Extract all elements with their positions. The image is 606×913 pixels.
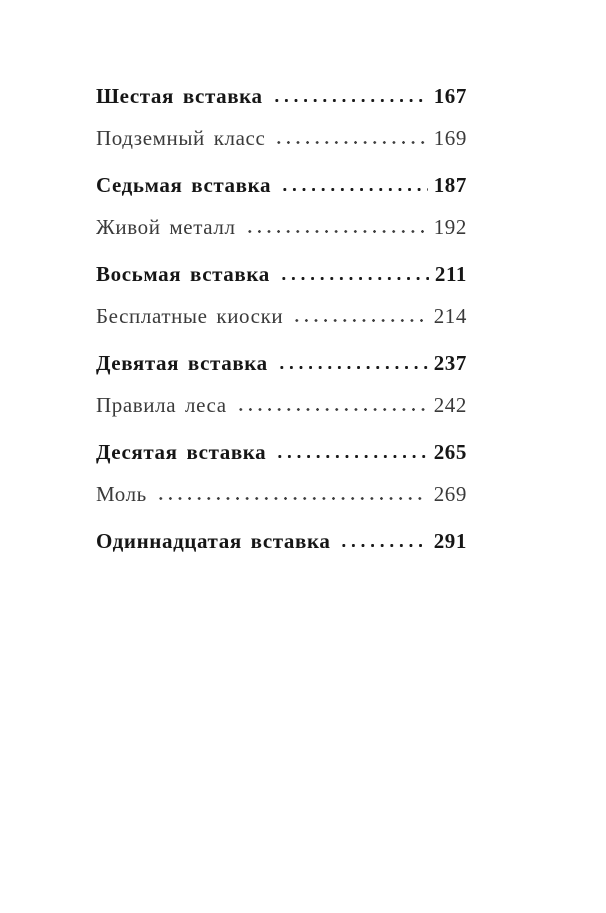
toc-entry[interactable]: Моль 269 (96, 484, 467, 505)
toc-entry-page-number: 242 (433, 393, 467, 417)
toc-entry[interactable]: Правила леса 242 (96, 395, 467, 416)
toc-entry-label: Восьмая вставка (96, 262, 270, 286)
toc-entry-page-number: 187 (433, 173, 467, 197)
dot-leader (278, 276, 429, 281)
toc-entry[interactable]: Девятая вставка 237 (96, 353, 467, 374)
toc-entry-label: Правила леса (96, 393, 227, 417)
toc-entry-page-number: 167 (433, 84, 467, 108)
dot-leader (244, 229, 428, 234)
table-of-contents: Шестая вставка 167 Подземный класс 169 С… (96, 86, 467, 552)
dot-leader (271, 98, 428, 103)
toc-entry-label: Десятая вставка (96, 440, 267, 464)
toc-entry-label: Подземный класс (96, 126, 266, 150)
dot-leader (292, 318, 428, 323)
dot-leader (274, 140, 428, 145)
toc-entry[interactable]: Подземный класс 169 (96, 128, 467, 149)
toc-entry-label: Шестая вставка (96, 84, 263, 108)
dot-leader (280, 187, 428, 192)
toc-entry[interactable]: Десятая вставка 265 (96, 442, 467, 463)
toc-entry[interactable]: Бесплатные киоски 214 (96, 306, 467, 327)
dot-leader (276, 365, 428, 370)
dot-leader (155, 496, 428, 501)
toc-entry-page-number: 169 (433, 126, 467, 150)
toc-entry-page-number: 192 (433, 215, 467, 239)
toc-entry-label: Седьмая вставка (96, 173, 272, 197)
toc-entry-page-number: 291 (433, 529, 467, 553)
toc-entry[interactable]: Одиннадцатая вставка 291 (96, 531, 467, 552)
toc-entry-label: Одиннадцатая вставка (96, 529, 331, 553)
toc-entry-label: Живой металл (96, 215, 236, 239)
toc-entry-label: Девятая вставка (96, 351, 268, 375)
toc-entry-page-number: 269 (433, 482, 467, 506)
dot-leader (235, 407, 428, 412)
toc-entry[interactable]: Шестая вставка 167 (96, 86, 467, 107)
dot-leader (275, 454, 428, 459)
toc-entry-label: Бесплатные киоски (96, 304, 284, 328)
dot-leader (339, 543, 428, 548)
toc-entry-page-number: 237 (433, 351, 467, 375)
toc-entry[interactable]: Живой металл 192 (96, 217, 467, 238)
toc-entry-page-number: 265 (433, 440, 467, 464)
toc-entry-page-number: 214 (433, 304, 467, 328)
toc-entry-page-number: 211 (434, 262, 467, 286)
toc-entry[interactable]: Седьмая вставка 187 (96, 175, 467, 196)
toc-entry-label: Моль (96, 482, 147, 506)
toc-entry[interactable]: Восьмая вставка 211 (96, 264, 467, 285)
